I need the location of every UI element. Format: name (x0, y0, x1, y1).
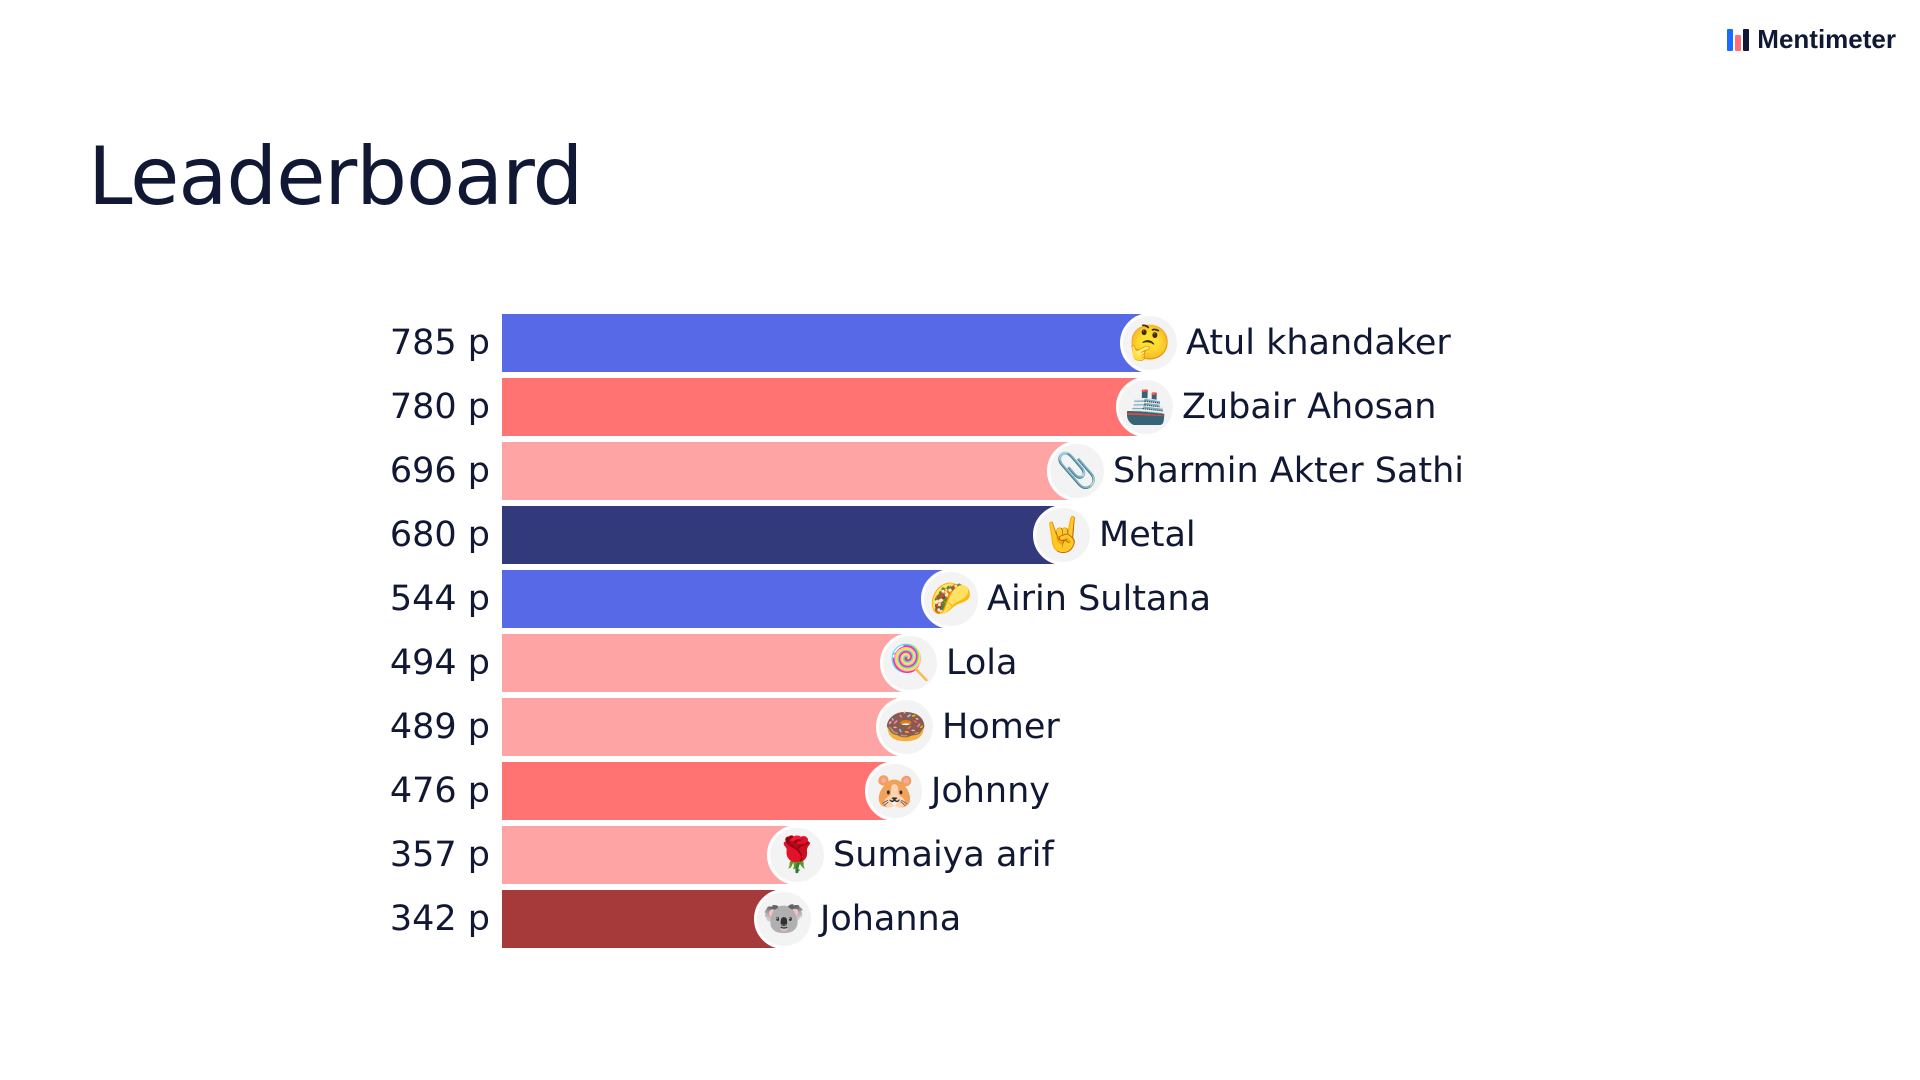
score-label: 357 p (389, 835, 490, 875)
player-name: Johanna (820, 899, 962, 939)
score-label: 489 p (389, 707, 490, 747)
player-name: Zubair Ahosan (1182, 387, 1437, 427)
player-name: Sharmin Akter Sathi (1113, 451, 1465, 491)
score-bar (502, 314, 1150, 372)
player-avatar-icon: 🐹 (865, 761, 925, 821)
leaderboard-row: 342 p 🐨 Johanna (0, 889, 1920, 949)
player-avatar-icon: 📎 (1047, 441, 1107, 501)
score-label: 696 p (389, 451, 490, 491)
score-label: 476 p (389, 771, 490, 811)
player-name: Atul khandaker (1186, 323, 1451, 363)
score-label: 780 p (389, 387, 490, 427)
leaderboard-row: 680 p 🤘 Metal (0, 505, 1920, 565)
page-title: Leaderboard (88, 130, 583, 223)
player-name: Lola (946, 643, 1018, 683)
player-avatar-icon: 🌹 (767, 825, 827, 885)
score-label: 494 p (389, 643, 490, 683)
score-bar (502, 442, 1077, 500)
score-bar (502, 570, 951, 628)
leaderboard-row: 696 p 📎 Sharmin Akter Sathi (0, 441, 1920, 501)
leaderboard-row: 357 p 🌹 Sumaiya arif (0, 825, 1920, 885)
player-avatar-icon: 🐨 (754, 889, 814, 949)
player-avatar-icon: 🤘 (1033, 505, 1093, 565)
score-bar (502, 506, 1063, 564)
score-bar (502, 698, 906, 756)
player-avatar-icon: 🍭 (880, 633, 940, 693)
leaderboard-row: 785 p 🤔 Atul khandaker (0, 313, 1920, 373)
score-bar (502, 634, 910, 692)
score-bar (502, 378, 1146, 436)
leaderboard-row: 544 p 🌮 Airin Sultana (0, 569, 1920, 629)
player-name: Homer (942, 707, 1060, 747)
leaderboard-row: 489 p 🍩 Homer (0, 697, 1920, 757)
score-label: 680 p (389, 515, 490, 555)
score-label: 785 p (389, 323, 490, 363)
score-bar (502, 890, 784, 948)
leaderboard-row: 494 p 🍭 Lola (0, 633, 1920, 693)
score-label: 342 p (389, 899, 490, 939)
player-name: Sumaiya arif (833, 835, 1054, 875)
leaderboard-row: 476 p 🐹 Johnny (0, 761, 1920, 821)
brand: Mentimeter (1727, 24, 1896, 55)
score-bar (502, 826, 797, 884)
player-name: Metal (1099, 515, 1196, 555)
score-bar (502, 762, 895, 820)
leaderboard-row: 780 p 🚢 Zubair Ahosan (0, 377, 1920, 437)
player-name: Airin Sultana (987, 579, 1212, 619)
player-avatar-icon: 🚢 (1116, 377, 1176, 437)
player-avatar-icon: 🌮 (921, 569, 981, 629)
player-avatar-icon: 🤔 (1120, 313, 1180, 373)
player-name: Johnny (931, 771, 1050, 811)
brand-name: Mentimeter (1757, 24, 1896, 54)
mentimeter-logo-icon (1727, 28, 1750, 51)
score-label: 544 p (389, 579, 490, 619)
player-avatar-icon: 🍩 (876, 697, 936, 757)
